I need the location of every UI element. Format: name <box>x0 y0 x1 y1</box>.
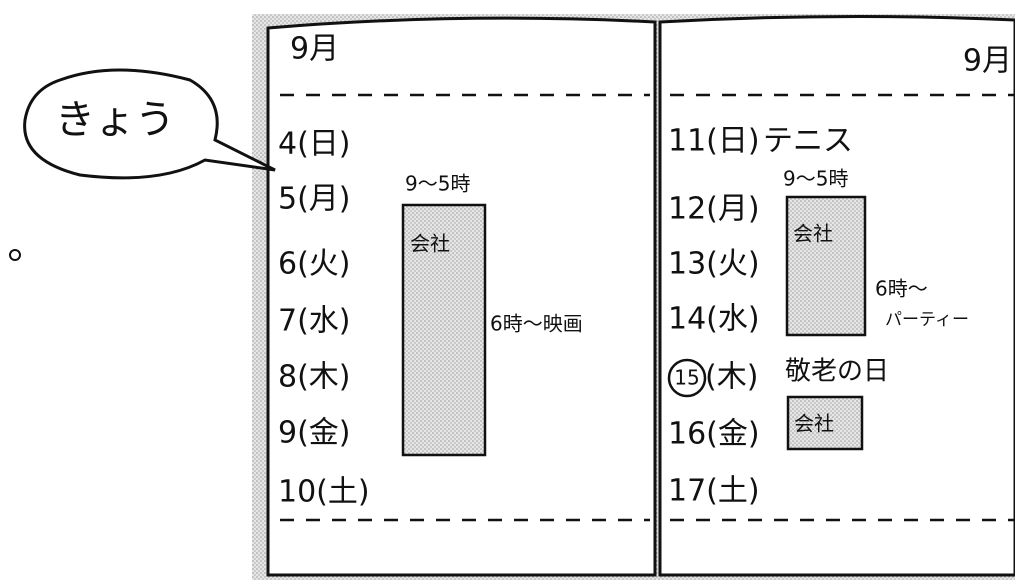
work-block <box>785 195 867 337</box>
day: (木) <box>705 360 758 395</box>
day: 7(水) <box>278 304 351 339</box>
day: 6(火) <box>278 247 351 282</box>
party: パーティー <box>885 310 969 330</box>
work-hours: 9～5時 <box>405 172 470 196</box>
holiday: 敬老の日 <box>785 357 889 387</box>
day: 8(木) <box>278 360 351 395</box>
day: 14(水) <box>668 302 760 337</box>
day: 5(月) <box>278 182 351 217</box>
evening-plan: 6時～映画 <box>490 312 583 336</box>
day: 11(日) <box>668 124 760 159</box>
day: 17(土) <box>668 474 760 509</box>
work-label: 会社 <box>794 412 834 436</box>
holiday-circle <box>667 358 707 398</box>
work-block <box>786 395 864 451</box>
month: 9月 <box>290 32 339 67</box>
bubble-text: きょう <box>55 97 175 143</box>
evening-plan: 6時～ <box>875 277 928 301</box>
speech-bubble <box>23 68 276 180</box>
work-label: 会社 <box>410 232 450 256</box>
month: 9月 <box>963 44 1012 79</box>
work-hours: 9～5時 <box>783 167 848 191</box>
work-label: 会社 <box>793 222 833 246</box>
day: 13(火) <box>668 247 760 282</box>
day: 12(月) <box>668 192 760 227</box>
work-block <box>401 203 487 457</box>
day: 10(土) <box>278 475 370 510</box>
day: 4(日) <box>278 127 351 162</box>
event: テニス <box>763 124 853 159</box>
day: 16(金) <box>668 417 760 452</box>
day: 9(金) <box>278 416 351 451</box>
day: 15 <box>674 366 699 390</box>
mark <box>9 249 21 261</box>
